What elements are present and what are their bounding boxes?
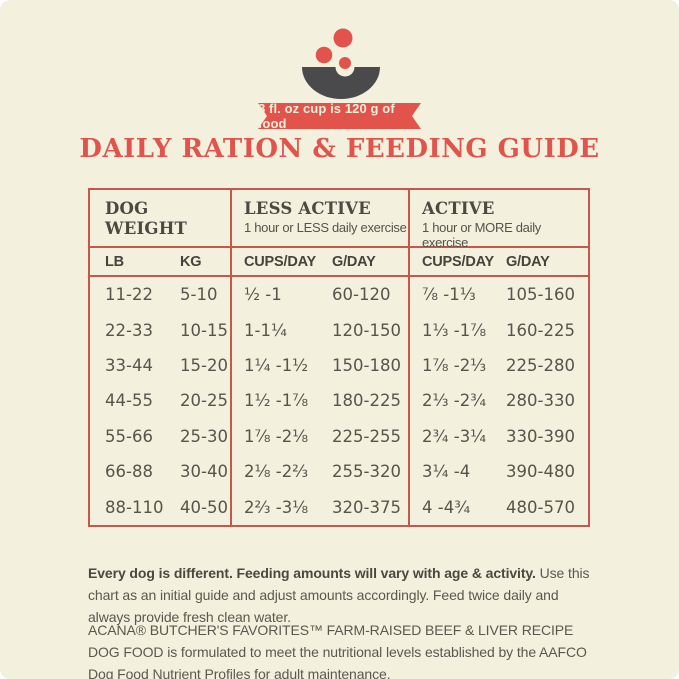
kibble-dot-medium bbox=[315, 46, 333, 64]
column-group-active: ACTIVE 1 hour or MORE daily exercise bbox=[408, 190, 588, 250]
table-cell-row1-col4: 1⅓ -1⅞ bbox=[408, 312, 495, 348]
table-cell-row3-col2: 1½ -1⅞ bbox=[230, 383, 324, 419]
group-title: LESS ACTIVE bbox=[244, 199, 371, 218]
group-title: ACTIVE bbox=[422, 199, 495, 218]
page-title: DAILY RATION & FEEDING GUIDE bbox=[79, 134, 600, 164]
table-cell-row3-col5: 280-330 bbox=[506, 391, 575, 411]
feeding-table-grid: DOG WEIGHT LESS ACTIVE 1 hour or LESS da… bbox=[90, 190, 588, 525]
column-group-dog-weight: DOG WEIGHT bbox=[90, 190, 230, 248]
table-cell-row2-col4: 1⅞ -2⅓ bbox=[408, 347, 495, 384]
table-cell-row2-col0: 33-44 bbox=[105, 356, 153, 376]
table-cell-row5-col4: 3¼ -4 bbox=[408, 454, 495, 490]
column-header-cups-active: CUPS/DAY bbox=[408, 248, 495, 277]
cup-measure-ribbon: 8 fl. oz cup is 120 g of food bbox=[258, 103, 421, 129]
table-cell-row4-col1: 25-30 bbox=[180, 426, 228, 446]
table-cell-row2-col5: 225-280 bbox=[506, 356, 575, 376]
aafco-statement: ACANA® BUTCHER'S FAVORITES™ FARM-RAISED … bbox=[88, 622, 587, 679]
table-cell-row0-col2: ½ -1 bbox=[230, 277, 324, 313]
table-cell-row0-col4: ⅞ -1⅓ bbox=[408, 277, 495, 313]
table-cell-row1-col1: 10-15 bbox=[180, 320, 228, 340]
feeding-note-rest: Use this chart as an initial guide and a… bbox=[88, 565, 590, 625]
column-header-g-less-active: G/DAY bbox=[324, 248, 408, 277]
table-cell-row6-col5: 480-570 bbox=[506, 497, 575, 517]
table-cell-row5-col0: 66-88 bbox=[105, 462, 153, 482]
table-cell-row6-col3: 320-375 bbox=[332, 497, 401, 517]
column-header-cups-less-active: CUPS/DAY bbox=[230, 248, 324, 277]
column-header-lb: LB bbox=[90, 248, 166, 277]
column-header-g-active: G/DAY bbox=[495, 248, 588, 277]
feeding-note: Every dog is different. Feeding amounts … bbox=[88, 562, 594, 628]
table-cell-row6-col0: 88-110 bbox=[105, 497, 164, 517]
table-cell-row5-col1: 30-40 bbox=[180, 462, 228, 482]
table-cell-row6-col4: 4 -4¾ bbox=[408, 489, 495, 525]
table-cell-row1-col5: 160-225 bbox=[506, 320, 575, 340]
group-subtitle: 1 hour or MORE daily exercise bbox=[422, 220, 541, 250]
feeding-table: DOG WEIGHT LESS ACTIVE 1 hour or LESS da… bbox=[88, 188, 590, 527]
table-cell-row0-col3: 60-120 bbox=[332, 285, 391, 305]
bowl-icon-svg bbox=[302, 28, 380, 99]
kibble-dot-small bbox=[339, 57, 351, 69]
table-cell-row1-col2: 1-1¼ bbox=[230, 312, 324, 348]
table-cell-row1-col3: 120-150 bbox=[332, 320, 401, 340]
table-cell-row4-col3: 225-255 bbox=[332, 426, 401, 446]
table-cell-row3-col0: 44-55 bbox=[105, 391, 153, 411]
table-cell-row0-col1: 5-10 bbox=[180, 285, 218, 305]
table-cell-row4-col5: 330-390 bbox=[506, 426, 575, 446]
table-cell-row4-col0: 55-66 bbox=[105, 426, 153, 446]
table-cell-row2-col2: 1¼ -1½ bbox=[230, 347, 324, 384]
column-group-less-active: LESS ACTIVE 1 hour or LESS daily exercis… bbox=[230, 190, 408, 248]
group-subtitle: 1 hour or LESS daily exercise bbox=[244, 220, 407, 235]
table-cell-row2-col3: 150-180 bbox=[332, 356, 401, 376]
group-title: DOG WEIGHT bbox=[105, 199, 187, 238]
ribbon-text: 8 fl. oz cup is 120 g of food bbox=[258, 101, 395, 131]
table-cell-row5-col3: 255-320 bbox=[332, 462, 401, 482]
table-cell-row0-col0: 11-22 bbox=[105, 285, 153, 305]
kibble-dot-large bbox=[333, 28, 353, 48]
table-cell-row0-col5: 105-160 bbox=[506, 285, 575, 305]
bowl-with-kibble-icon bbox=[267, 22, 412, 102]
table-cell-row6-col2: 2⅔ -3⅛ bbox=[230, 489, 324, 525]
table-cell-row3-col4: 2⅓ -2¾ bbox=[408, 383, 495, 419]
table-cell-row5-col2: 2⅛ -2⅔ bbox=[230, 454, 324, 490]
table-cell-row2-col1: 15-20 bbox=[180, 356, 228, 376]
table-cell-row6-col1: 40-50 bbox=[180, 497, 228, 517]
table-cell-row4-col2: 1⅞ -2⅛ bbox=[230, 418, 324, 455]
column-header-kg: KG bbox=[166, 248, 230, 277]
table-cell-row3-col1: 20-25 bbox=[180, 391, 228, 411]
bowl-shape bbox=[302, 67, 380, 99]
table-cell-row4-col4: 2¾ -3¼ bbox=[408, 418, 495, 455]
table-cell-row5-col5: 390-480 bbox=[506, 462, 575, 482]
table-cell-row1-col0: 22-33 bbox=[105, 320, 153, 340]
table-cell-row3-col3: 180-225 bbox=[332, 391, 401, 411]
feeding-note-emphasis: Every dog is different. Feeding amounts … bbox=[88, 565, 536, 581]
